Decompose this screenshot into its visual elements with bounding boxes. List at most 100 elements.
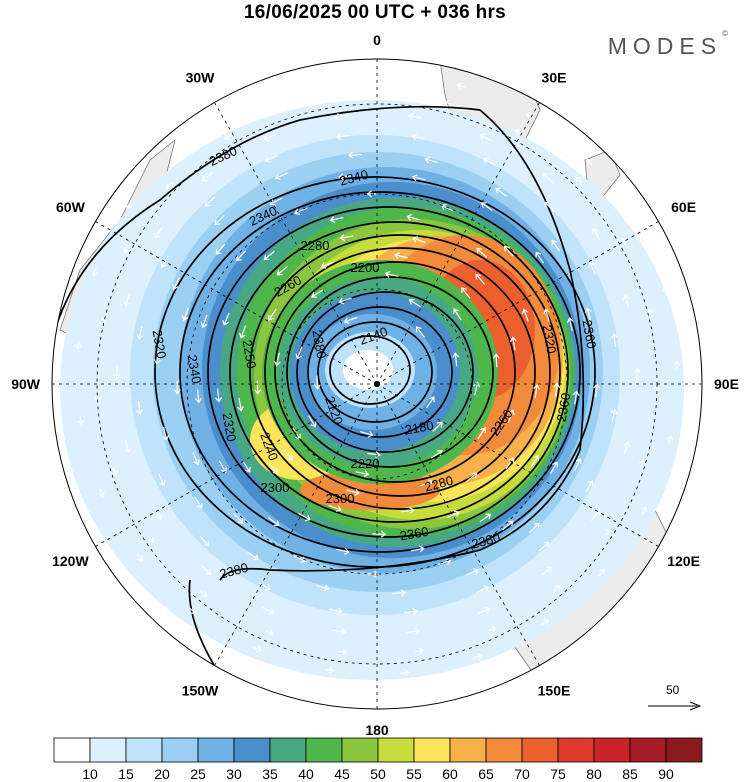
wind-arrow-head-57 bbox=[220, 467, 227, 474]
wind-arrow-head-190 bbox=[328, 666, 335, 674]
wind-arrow-83 bbox=[549, 462, 558, 474]
wind-arrow-head-37 bbox=[412, 236, 419, 243]
wind-arrow-168 bbox=[199, 590, 207, 597]
wind-arrow-173 bbox=[126, 201, 132, 209]
wind-arrow-40 bbox=[507, 409, 514, 423]
wind-arrow-90 bbox=[156, 350, 159, 364]
wind-arrow-head-49 bbox=[406, 213, 413, 221]
wind-arrow-194 bbox=[99, 488, 104, 497]
wind-arrow-78 bbox=[412, 176, 426, 181]
wind-arrow-head-171 bbox=[74, 344, 82, 351]
contour-2140 bbox=[329, 335, 411, 405]
wind-arrow-head-82 bbox=[572, 390, 580, 397]
contour-2160 bbox=[317, 321, 433, 423]
wind-arrow-head-119 bbox=[587, 480, 594, 486]
wind-arrow-head-86 bbox=[373, 570, 380, 578]
wind-arrow-92 bbox=[214, 215, 225, 226]
wind-arrow-130 bbox=[202, 172, 213, 182]
wind-arrow-148 bbox=[97, 393, 99, 402]
wind-arrow-head-125 bbox=[156, 514, 162, 521]
wind-arrow-157 bbox=[575, 176, 583, 184]
contour-label-17: 2360 bbox=[399, 524, 430, 544]
wind-arrow-head-168 bbox=[201, 591, 208, 597]
wind-arrow-head-127 bbox=[113, 374, 121, 381]
wind-arrow-head-68 bbox=[485, 513, 492, 520]
wind-arrow-head-53 bbox=[508, 457, 515, 464]
wind-arrow-head-191 bbox=[255, 646, 262, 653]
wind-arrow-51 bbox=[523, 309, 529, 322]
wind-arrow-110 bbox=[204, 196, 216, 207]
wind-arrow-11 bbox=[454, 353, 458, 367]
wind-arrow-head-5 bbox=[437, 421, 443, 428]
wind-arrow-head-81 bbox=[566, 317, 574, 323]
wind-arrow-103 bbox=[392, 592, 406, 595]
wind-arrow-head-24 bbox=[268, 314, 274, 321]
wind-arrow-140 bbox=[591, 509, 600, 522]
wind-arrow-head-169 bbox=[147, 536, 154, 543]
wind-arrow-head-159 bbox=[646, 308, 654, 314]
wind-arrow-93 bbox=[275, 172, 288, 179]
contour-2360 bbox=[154, 176, 596, 568]
wind-arrow-head-124 bbox=[265, 584, 271, 591]
wind-arrow-145 bbox=[261, 606, 274, 614]
wind-arrow-head-113 bbox=[411, 133, 417, 141]
wind-arrow-134 bbox=[480, 134, 493, 142]
wind-arrow-71 bbox=[233, 513, 244, 524]
wind-arrow-head-92 bbox=[214, 219, 220, 226]
longitude-label-5: 150E bbox=[538, 683, 571, 699]
brand-logo: MODES© bbox=[608, 29, 728, 60]
wind-arrow-166 bbox=[338, 650, 347, 654]
wind-arrow-head-100 bbox=[575, 457, 582, 464]
wind-arrow-50 bbox=[476, 248, 488, 258]
wind-arrow-4 bbox=[416, 326, 425, 338]
wind-arrow-76 bbox=[270, 197, 283, 205]
wind-arrow-head-111 bbox=[264, 156, 271, 163]
wind-arrow-146 bbox=[200, 564, 212, 575]
wind-arrow-87 bbox=[247, 551, 259, 560]
graticule bbox=[52, 59, 702, 709]
wind-arrow-head-3 bbox=[343, 317, 350, 324]
wind-arrow-head-138 bbox=[633, 367, 641, 374]
wind-arrow-head-174 bbox=[175, 146, 182, 152]
wind-arrow-head-72 bbox=[193, 459, 200, 466]
colorbar: 10 15 20 25 30 35 40 45 50 55 60 65 70 75 80 85 90 bbox=[53, 737, 703, 782]
wind-arrow-head-158 bbox=[620, 237, 627, 244]
wind-arrow-head-69 bbox=[418, 545, 425, 553]
contour-label-20: 2360 bbox=[554, 392, 574, 423]
wind-arrow-97 bbox=[551, 240, 560, 252]
wind-arrow-105 bbox=[199, 535, 210, 547]
colorbar-label-70: 70 bbox=[514, 766, 530, 782]
wind-arrow-head-17 bbox=[384, 270, 391, 278]
wind-arrow-186 bbox=[598, 569, 605, 577]
wind-arrow-106 bbox=[158, 473, 165, 486]
wind-arrow-head-122 bbox=[412, 607, 418, 615]
wind-arrow-115 bbox=[544, 201, 555, 213]
wind-arrow-124 bbox=[258, 582, 271, 590]
wind-arrow-head-180 bbox=[586, 158, 592, 165]
contour-2340 bbox=[179, 191, 581, 553]
wind-arrow-head-62 bbox=[366, 190, 372, 198]
wind-arrow-head-27 bbox=[461, 287, 467, 294]
wind-arrow-head-40 bbox=[508, 409, 515, 416]
wind-arrow-head-30 bbox=[408, 506, 415, 514]
meridian-lines bbox=[52, 59, 702, 709]
wind-arrow-head-21 bbox=[354, 489, 360, 496]
wind-arrow-16 bbox=[311, 289, 324, 298]
wind-arrow-63 bbox=[441, 204, 454, 212]
wind-arrow-head-50 bbox=[476, 247, 483, 254]
wind-arrow-84 bbox=[502, 520, 514, 531]
wind-arrow-head-58 bbox=[194, 397, 202, 404]
wind-arrow-head-143 bbox=[414, 627, 421, 635]
colorbar-swatch-4 bbox=[197, 737, 235, 763]
wind-arrow-head-41 bbox=[471, 472, 478, 479]
wind-arrow-head-95 bbox=[424, 156, 431, 164]
wind-arrow-head-172 bbox=[91, 270, 99, 277]
colorbar-swatch-9 bbox=[377, 737, 415, 763]
contour-2380-west bbox=[188, 579, 221, 676]
wind-arrow-head-28 bbox=[492, 353, 500, 359]
contour-2300 bbox=[229, 221, 561, 523]
longitude-label-10: 60W bbox=[56, 199, 86, 215]
meridian-210 bbox=[214, 383, 378, 666]
wind-arrow-35 bbox=[277, 265, 288, 276]
wind-arrow-32 bbox=[268, 463, 279, 474]
